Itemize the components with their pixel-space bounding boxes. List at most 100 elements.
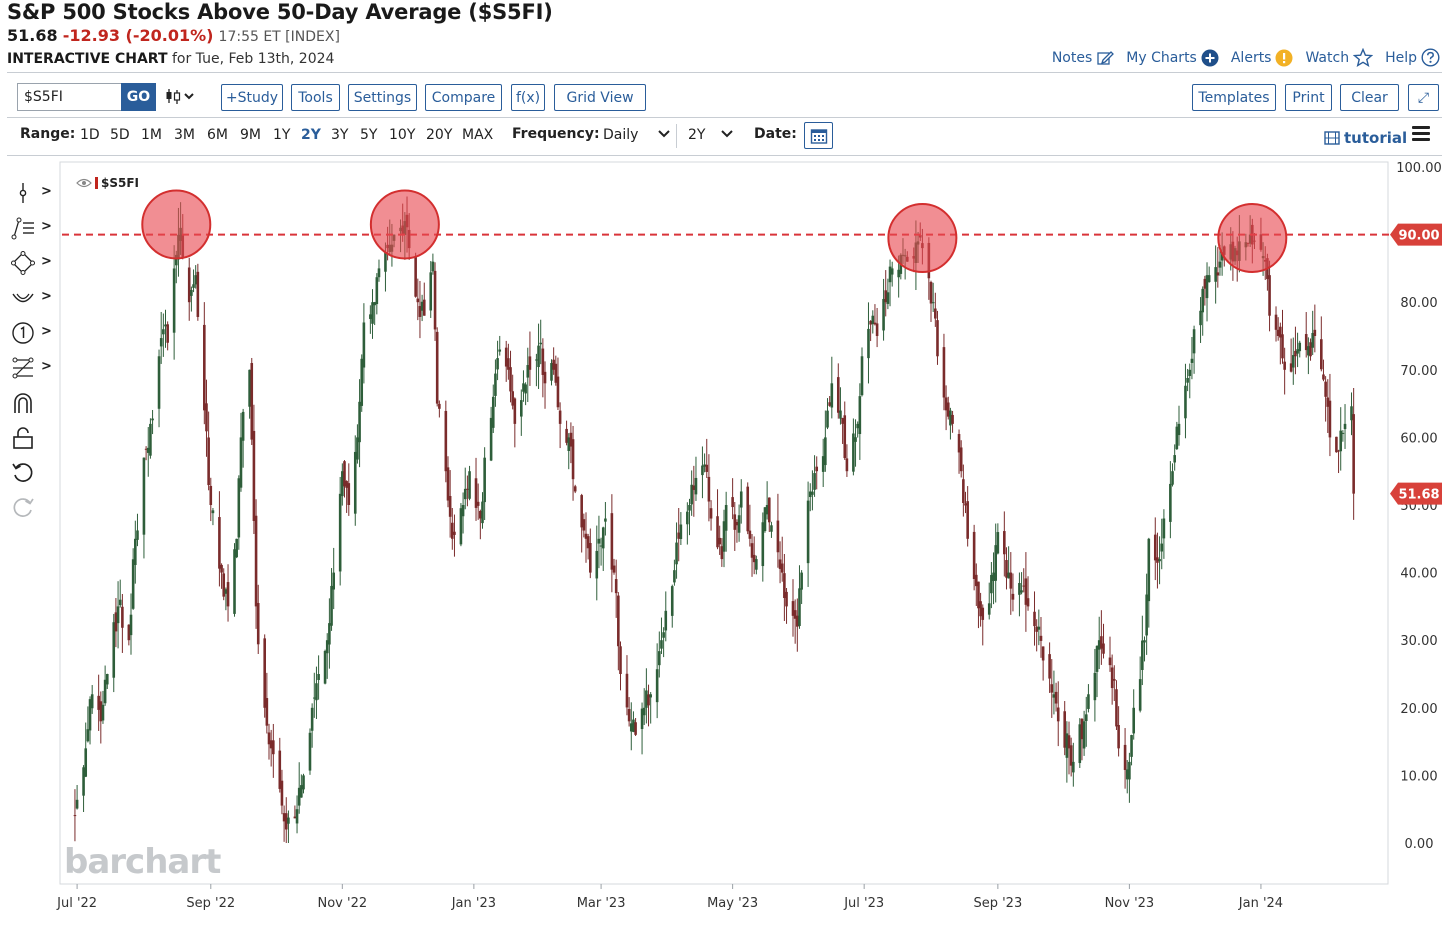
- help-link[interactable]: Help: [1385, 48, 1440, 67]
- price-flags: 90.00 51.68: [1390, 223, 1442, 505]
- candle-body: [414, 257, 417, 297]
- candle-body: [1072, 761, 1075, 773]
- candle-body: [330, 585, 333, 626]
- candle-body: [1063, 711, 1067, 748]
- candle-body: [1352, 414, 1355, 494]
- candle-body: [806, 500, 810, 564]
- candle-body: [1022, 585, 1026, 587]
- x-tick-label: Sep '22: [186, 896, 235, 911]
- range-9m[interactable]: 9M: [240, 127, 261, 143]
- range-1m[interactable]: 1M: [141, 127, 162, 143]
- range-5d[interactable]: 5D: [110, 127, 130, 143]
- range-divider: [676, 124, 677, 148]
- tool-crosshair[interactable]: >: [10, 178, 56, 208]
- eye-icon[interactable]: [76, 178, 92, 188]
- settings-button[interactable]: Settings: [348, 84, 417, 111]
- candle-body: [688, 505, 691, 511]
- candle-body: [1093, 672, 1097, 701]
- candle-body: [211, 510, 215, 514]
- tool-magnet[interactable]: [10, 388, 56, 418]
- tools-button[interactable]: Tools: [291, 84, 340, 111]
- candle-body: [649, 694, 652, 698]
- period-select[interactable]: 2Y: [688, 127, 734, 143]
- range-20y[interactable]: 20Y: [426, 127, 453, 143]
- candle-body: [634, 722, 637, 735]
- candle-body: [1097, 640, 1101, 650]
- tool-lines[interactable]: >: [10, 213, 56, 243]
- symbol-input[interactable]: [17, 83, 122, 111]
- range-2y[interactable]: 2Y: [301, 127, 321, 143]
- range-3m[interactable]: 3M: [174, 127, 195, 143]
- peak-highlights: [141, 189, 1288, 273]
- candle-body: [1143, 640, 1146, 643]
- chart-date: for Tue, Feb 13th, 2024: [171, 51, 335, 67]
- grid-view-button[interactable]: Grid View: [554, 84, 646, 111]
- candle-body: [977, 581, 980, 609]
- candle-body: [1220, 252, 1224, 261]
- notes-link[interactable]: Notes: [1052, 48, 1115, 67]
- compare-button[interactable]: Compare: [425, 84, 502, 111]
- candle-body: [731, 497, 734, 508]
- candle-body: [1281, 334, 1284, 359]
- templates-button[interactable]: Templates: [1192, 84, 1276, 111]
- candle-body: [724, 505, 728, 531]
- tool-fibonacci[interactable]: >: [10, 353, 56, 383]
- candle-body: [867, 328, 870, 359]
- function-button[interactable]: f(x): [511, 84, 545, 111]
- candle-body: [664, 610, 668, 631]
- candle-body: [300, 785, 303, 798]
- candle-body: [233, 549, 236, 614]
- candle-body: [703, 464, 706, 467]
- tool-redo[interactable]: [10, 493, 56, 523]
- tutorial-link[interactable]: tutorial: [1324, 129, 1407, 147]
- range-1y[interactable]: 1Y: [273, 127, 291, 143]
- print-button[interactable]: Print: [1285, 84, 1332, 111]
- range-1d[interactable]: 1D: [80, 127, 100, 143]
- tool-curves[interactable]: >: [10, 283, 56, 313]
- range-6m[interactable]: 6M: [207, 127, 228, 143]
- candle-body: [267, 732, 271, 745]
- range-3y[interactable]: 3Y: [331, 127, 349, 143]
- candle-body: [770, 525, 773, 532]
- candle-body: [556, 376, 560, 408]
- barchart-watermark: barchart: [64, 842, 221, 882]
- expand-button[interactable]: ⤢: [1408, 84, 1439, 111]
- candle-body: [612, 565, 616, 573]
- tool-shapes[interactable]: >: [10, 248, 56, 278]
- candle-body: [798, 588, 801, 626]
- candle-body: [1138, 679, 1142, 711]
- last-price: 51.68: [7, 26, 58, 45]
- range-5y[interactable]: 5Y: [360, 127, 378, 143]
- candle-body: [554, 363, 558, 383]
- alerts-link[interactable]: Alerts: [1231, 48, 1294, 67]
- candle-body: [1156, 557, 1159, 563]
- tool-lock[interactable]: [10, 423, 56, 453]
- chart-type-selector[interactable]: [164, 87, 198, 111]
- tool-undo[interactable]: [10, 458, 56, 488]
- range-10y[interactable]: 10Y: [389, 127, 416, 143]
- candle-body: [755, 559, 758, 570]
- watch-link[interactable]: Watch: [1305, 48, 1374, 67]
- candle-body: [418, 306, 422, 317]
- tool-annotations[interactable]: >: [10, 318, 56, 348]
- candle-body: [157, 356, 161, 409]
- candle-body: [871, 315, 875, 325]
- candle-body: [323, 650, 327, 684]
- candle-body: [1188, 369, 1192, 377]
- go-button[interactable]: GO: [121, 83, 156, 111]
- candle-body: [1026, 598, 1030, 607]
- my-charts-link[interactable]: My Charts: [1126, 48, 1219, 67]
- menu-icon[interactable]: [1412, 126, 1430, 144]
- candle-body: [476, 501, 480, 506]
- candle-body: [444, 410, 448, 472]
- add-study-button[interactable]: +Study: [221, 84, 283, 111]
- candle-body: [552, 359, 555, 370]
- clear-button[interactable]: Clear: [1340, 84, 1399, 111]
- candle-body: [343, 461, 346, 487]
- candle-body: [459, 508, 463, 545]
- frequency-select[interactable]: Daily: [603, 127, 671, 143]
- date-picker-button[interactable]: [804, 122, 833, 149]
- range-max[interactable]: MAX: [462, 127, 494, 143]
- candle-body: [250, 363, 254, 440]
- candle-body: [670, 586, 674, 616]
